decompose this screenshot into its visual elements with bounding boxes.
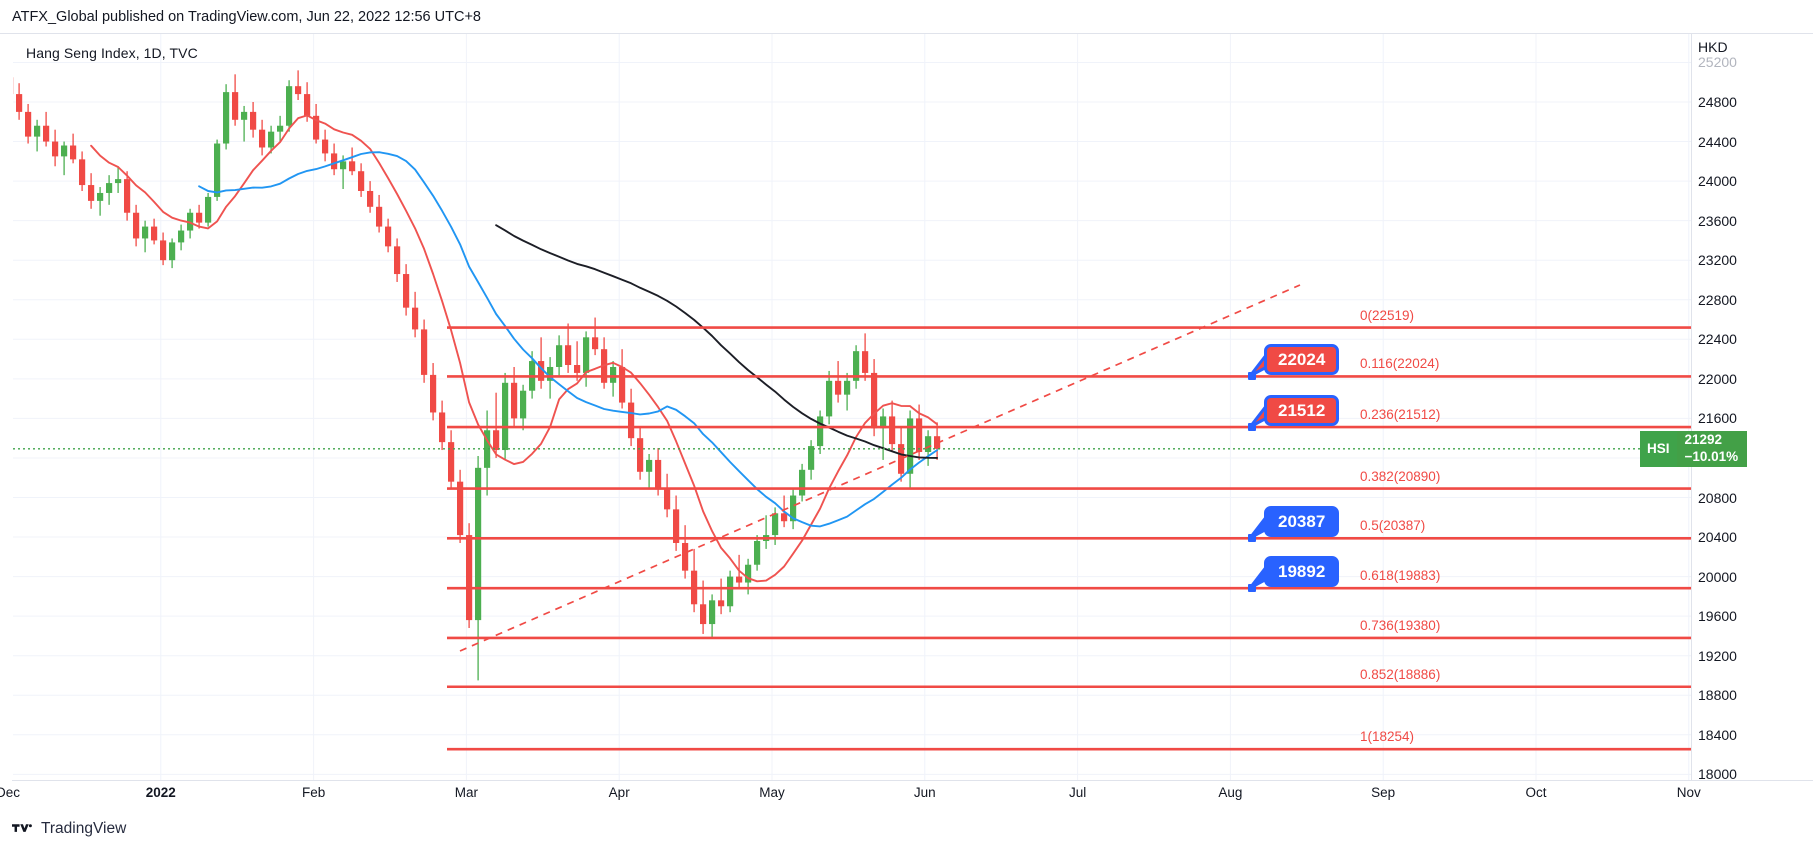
- callout-anchor-dot[interactable]: [1248, 372, 1256, 381]
- price-tick-label: 19600: [1698, 608, 1737, 625]
- fib-level-label: 0.618(19883): [1360, 568, 1441, 584]
- current-price-badge[interactable]: HSI 21292 −10.01%: [1640, 430, 1748, 467]
- tradingview-logo-icon: [12, 823, 32, 832]
- price-tick-label: 20800: [1698, 489, 1737, 506]
- time-tick-label: Dec: [0, 785, 21, 800]
- current-price: 21292: [1684, 431, 1723, 447]
- current-change-percent: −10.01%: [1684, 448, 1739, 464]
- price-tick-label: 23600: [1698, 212, 1737, 229]
- price-tick-label: 19200: [1698, 647, 1737, 664]
- chart-plot-area[interactable]: [13, 34, 1691, 780]
- fib-level-label: 1(18254): [1360, 729, 1415, 745]
- price-tick-label: 20400: [1698, 529, 1737, 546]
- price-callout[interactable]: 20387: [1264, 506, 1340, 538]
- fib-level-label: 0.852(18886): [1360, 666, 1441, 682]
- price-tick-label: 24400: [1698, 133, 1737, 150]
- header-divider: [0, 33, 1813, 34]
- attribution-bar: ATFX_Global published on TradingView.com…: [0, 0, 1813, 34]
- time-tick-label: Mar: [454, 785, 479, 800]
- time-tick-label: 2022: [145, 785, 176, 800]
- time-tick-label: Feb: [301, 785, 326, 800]
- time-tick-label: Apr: [608, 785, 630, 800]
- price-tick-label: 22800: [1698, 291, 1737, 308]
- price-tick-label: 18000: [1698, 766, 1737, 783]
- price-callout[interactable]: 21512: [1264, 395, 1340, 427]
- attribution-text: ATFX_Global published on TradingView.com…: [12, 9, 481, 25]
- price-tick-label: 25200: [1698, 54, 1737, 71]
- price-tick-label: 20000: [1698, 568, 1737, 585]
- time-tick-label: May: [759, 785, 785, 800]
- price-axis-unit: HKD: [1698, 39, 1728, 55]
- price-callout[interactable]: 19892: [1264, 556, 1340, 588]
- price-tick-label: 18400: [1698, 726, 1737, 743]
- price-tick-label: 21600: [1698, 410, 1737, 427]
- price-callout[interactable]: 22024: [1264, 344, 1340, 376]
- price-tick-label: 24800: [1698, 94, 1737, 110]
- fib-level-label: 0.116(22024): [1360, 356, 1440, 372]
- time-tick-label: Nov: [1676, 785, 1701, 800]
- callout-anchor-dot[interactable]: [1248, 423, 1256, 432]
- time-tick-label: Jul: [1068, 785, 1087, 800]
- time-tick-label: Aug: [1218, 785, 1243, 800]
- fib-level-label: 0(22519): [1360, 307, 1415, 323]
- fib-level-label: 0.236(21512): [1360, 407, 1441, 423]
- time-tick-label: Sep: [1371, 785, 1396, 800]
- price-tick-label: 22000: [1698, 370, 1737, 387]
- price-axis[interactable]: HKD 25200 24800 24400 24000 23600 23200 22800 2…: [1691, 34, 1813, 783]
- chart-canvas: [13, 34, 1691, 780]
- fib-level-label: 0.736(19380): [1360, 617, 1441, 633]
- price-tick-label: 24000: [1698, 173, 1737, 190]
- fib-level-label: 0.5(20387): [1360, 518, 1426, 534]
- price-tick-label: 23200: [1698, 252, 1737, 269]
- price-tick-label: 18800: [1698, 687, 1737, 704]
- time-axis-divider: [12, 780, 1813, 781]
- symbol-tag: HSI: [1640, 430, 1677, 467]
- time-tick-label: Oct: [1525, 785, 1547, 800]
- callout-anchor-dot[interactable]: [1248, 534, 1256, 543]
- price-value-group: 21292 −10.01%: [1676, 430, 1748, 467]
- time-tick-label: Jun: [913, 785, 936, 800]
- footer-brand: TradingView: [41, 820, 127, 837]
- price-tick-label: 22400: [1698, 331, 1737, 348]
- callout-anchor-dot[interactable]: [1248, 584, 1256, 593]
- chart-legend: Hang Seng Index, 1D, TVC: [26, 45, 198, 61]
- footer: TradingView: [12, 820, 126, 838]
- fib-level-label: 0.382(20890): [1360, 468, 1441, 484]
- time-axis[interactable]: Dec 2022 Feb Mar Apr May Jun Jul Aug Sep Oct Nov: [0, 780, 1813, 810]
